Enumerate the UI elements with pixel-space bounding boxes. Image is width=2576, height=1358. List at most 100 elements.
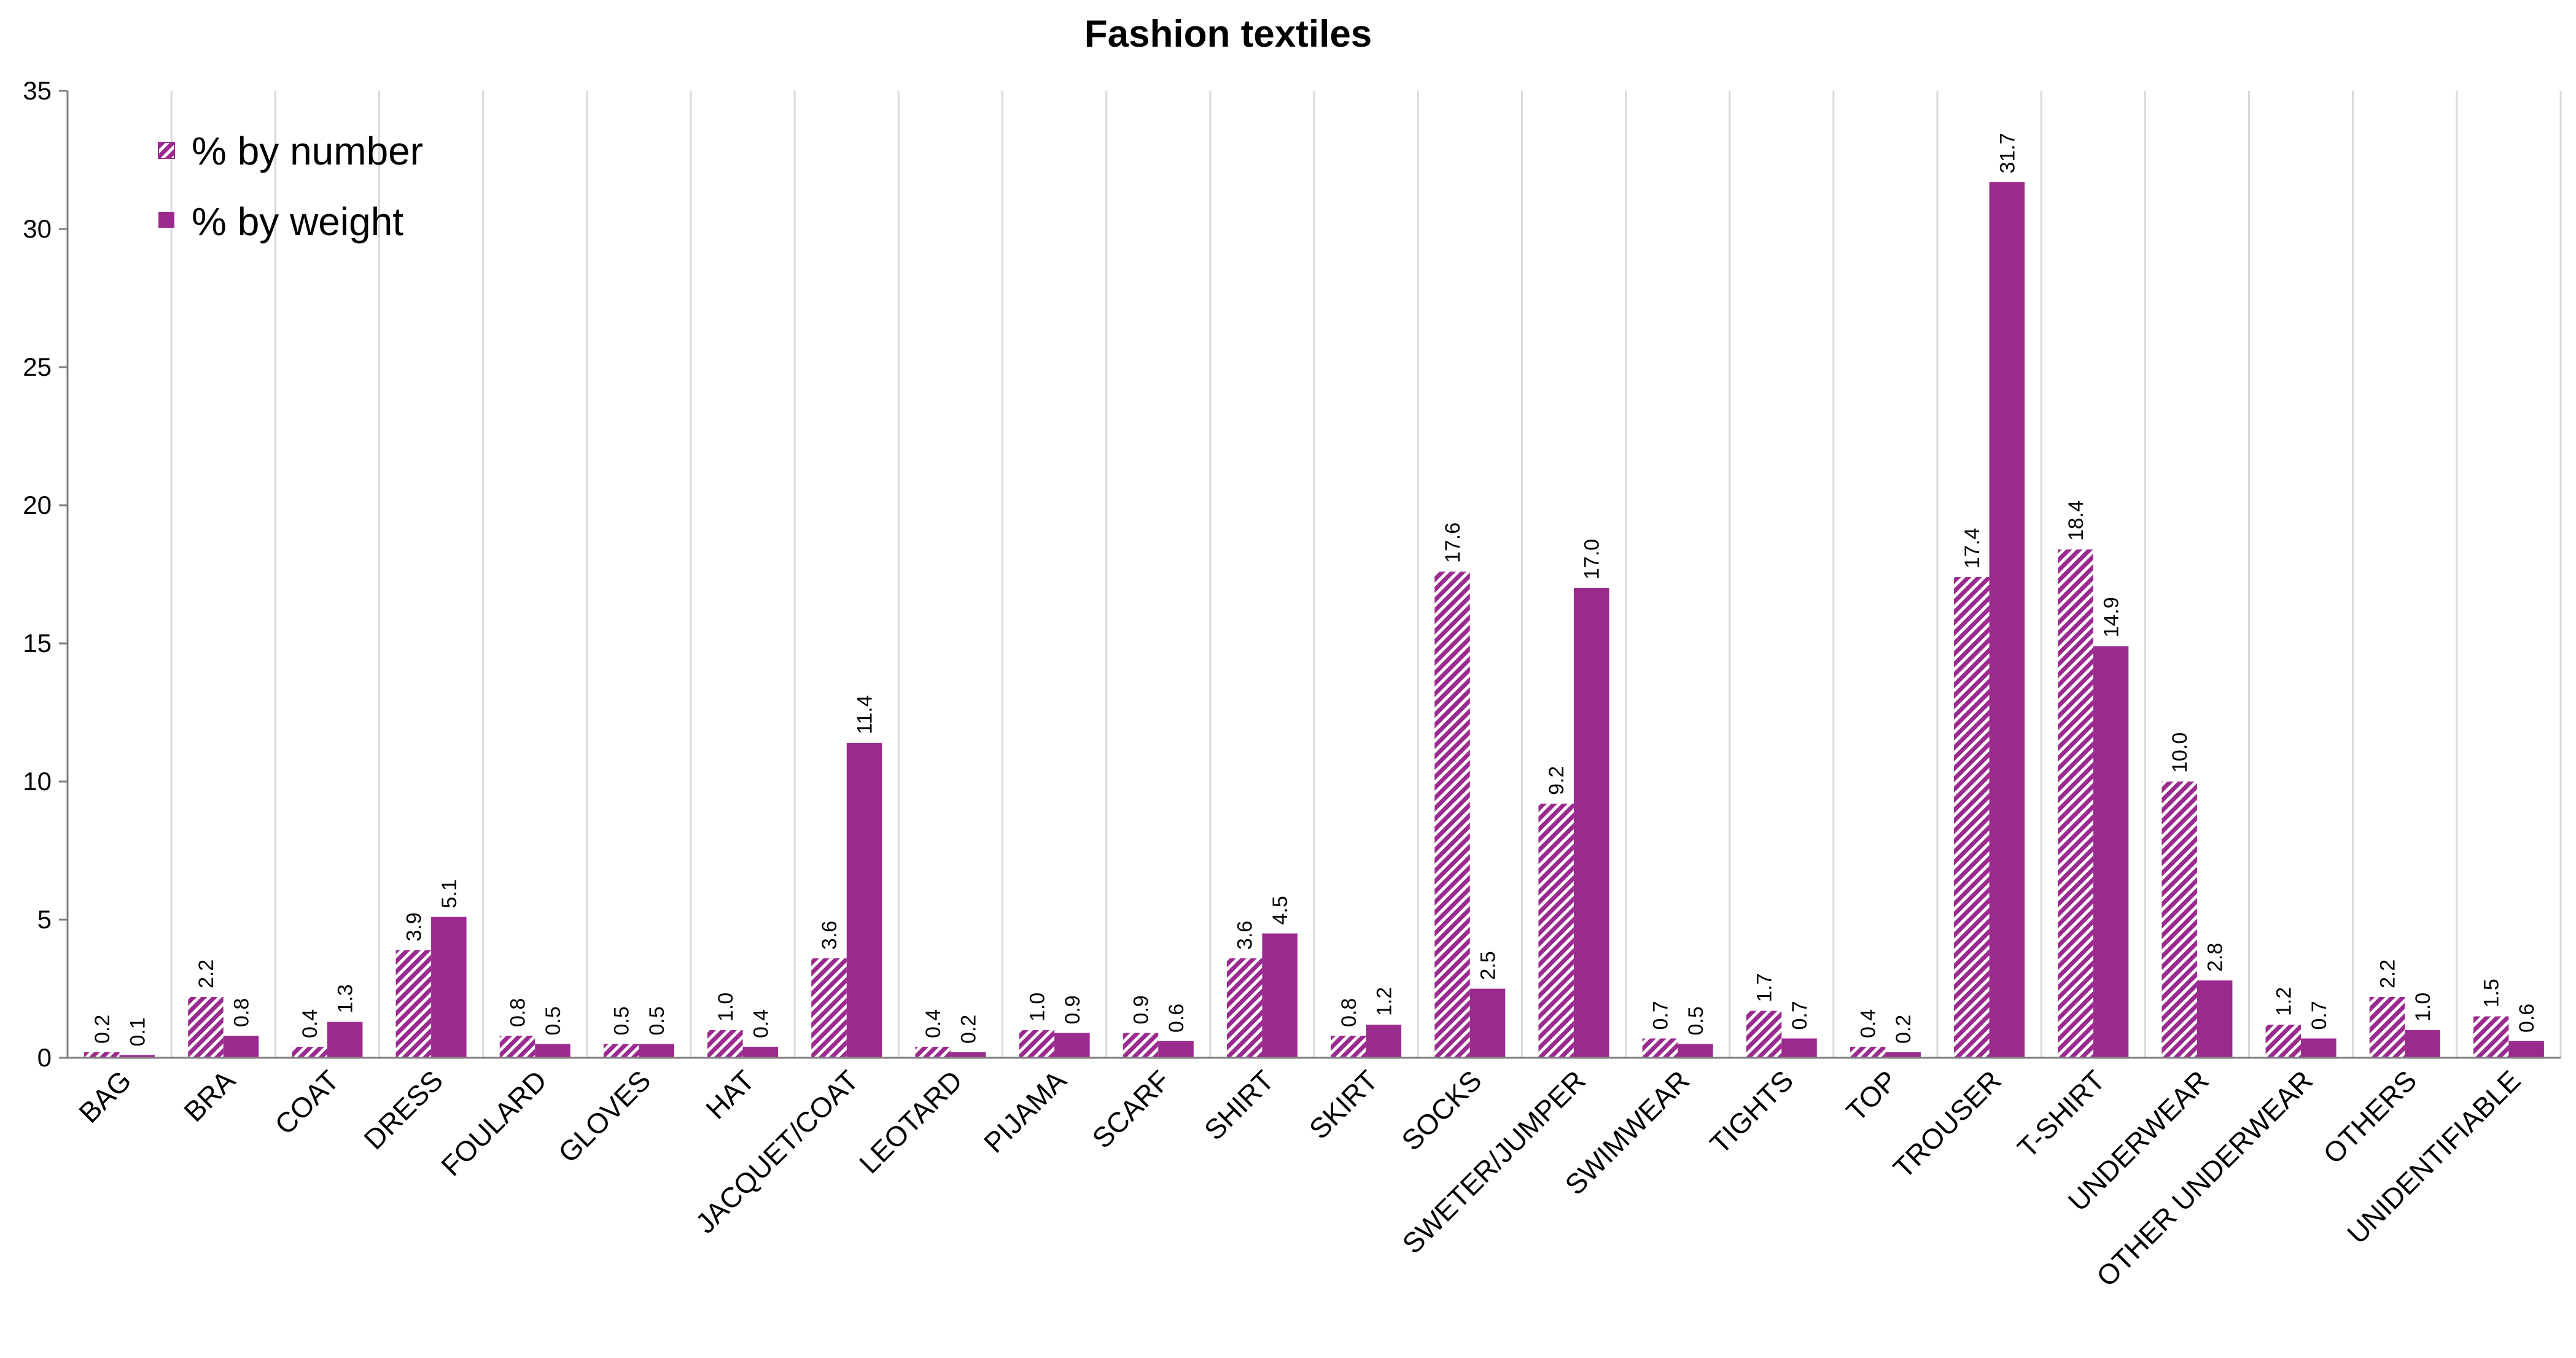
data-label-by-number: 0.9 bbox=[1129, 995, 1153, 1024]
grid-layer bbox=[170, 91, 2562, 1058]
data-label-by-number: 3.6 bbox=[818, 921, 841, 950]
data-label-by-weight: 0.1 bbox=[126, 1017, 149, 1046]
x-tick-label: OTHER UNDERWEAR bbox=[2090, 1064, 2319, 1292]
bar-by-number bbox=[395, 950, 432, 1058]
data-label-by-weight: 0.6 bbox=[2515, 1004, 2539, 1033]
data-label-by-weight: 0.5 bbox=[645, 1006, 669, 1035]
bar-by-weight bbox=[950, 1052, 986, 1058]
y-tick-label: 25 bbox=[23, 352, 52, 381]
data-label-by-number: 0.2 bbox=[91, 1015, 114, 1044]
data-label-by-number: 0.5 bbox=[610, 1006, 634, 1035]
x-tick-label: LEOTARD bbox=[853, 1064, 968, 1179]
bar-by-number bbox=[2265, 1025, 2302, 1058]
axes-layer: 0 5 10 15 20 25 30 35 BAG BRA COAT DRESSFOULARDGLOV… bbox=[23, 76, 2561, 1293]
data-label-by-weight: 2.5 bbox=[1477, 951, 1500, 980]
bar-by-number bbox=[1954, 577, 1990, 1058]
x-tick-label: OTHERS bbox=[2317, 1064, 2422, 1170]
legend-swatch-by-number bbox=[158, 142, 175, 159]
data-label-by-weight: 0.7 bbox=[1788, 1001, 1811, 1030]
x-tick-label: GLOVES bbox=[552, 1064, 657, 1169]
y-tick-label: 0 bbox=[37, 1043, 52, 1072]
bar-by-weight bbox=[2093, 646, 2129, 1058]
bar-by-number bbox=[84, 1052, 120, 1058]
data-label-by-number: 17.6 bbox=[1441, 522, 1465, 563]
data-label-by-number: 2.2 bbox=[2376, 960, 2399, 988]
bar-by-weight bbox=[846, 743, 882, 1058]
bar-by-number bbox=[1123, 1033, 1159, 1058]
x-tick-label: TROUSER bbox=[1887, 1064, 2007, 1184]
x-tick-label: TOP bbox=[1840, 1064, 1903, 1127]
bar-by-number bbox=[1019, 1030, 1055, 1058]
bars-layer bbox=[84, 182, 2544, 1058]
data-label-by-number: 17.4 bbox=[1961, 528, 1984, 568]
bar-by-weight bbox=[1158, 1041, 1194, 1058]
y-tick-label: 20 bbox=[23, 491, 52, 519]
data-label-by-weight: 0.4 bbox=[749, 1009, 772, 1038]
legend-label-by-weight: % by weight bbox=[192, 200, 403, 244]
data-label-by-number: 1.7 bbox=[1753, 973, 1776, 1002]
bar-by-weight bbox=[1678, 1044, 1713, 1058]
x-tick-label: SOCKS bbox=[1395, 1064, 1488, 1157]
data-labels-layer: 0.2 2.2 0.4 3.9 0.8 0.5 1.0 3.6 0.4 1.0 0.9 3.6 0.8 1… bbox=[91, 133, 2539, 1046]
bar-by-number bbox=[915, 1047, 951, 1058]
data-label-by-number: 2.2 bbox=[195, 960, 218, 988]
data-label-by-number: 1.2 bbox=[2272, 987, 2295, 1016]
bar-by-number bbox=[707, 1030, 743, 1058]
bar-by-weight bbox=[1469, 988, 1506, 1058]
bar-by-number bbox=[1642, 1038, 1678, 1058]
y-tick-label: 10 bbox=[23, 767, 52, 796]
bar-by-number bbox=[1226, 958, 1263, 1058]
data-label-by-number: 0.8 bbox=[1337, 998, 1361, 1027]
data-label-by-number: 0.4 bbox=[298, 1009, 322, 1038]
data-label-by-weight: 0.2 bbox=[1892, 1015, 1915, 1044]
data-label-by-number: 18.4 bbox=[2064, 500, 2088, 541]
data-label-by-weight: 0.5 bbox=[542, 1006, 565, 1035]
data-label-by-weight: 0.2 bbox=[957, 1015, 981, 1044]
data-label-by-number: 10.0 bbox=[2168, 732, 2192, 773]
data-label-by-weight: 14.9 bbox=[2100, 597, 2123, 637]
y-tick-label: 30 bbox=[23, 214, 52, 243]
bar-by-weight bbox=[2508, 1041, 2544, 1058]
bar-by-number bbox=[603, 1044, 639, 1058]
data-label-by-number: 1.0 bbox=[1025, 993, 1049, 1022]
data-label-by-weight: 1.2 bbox=[1372, 987, 1396, 1016]
bar-by-weight bbox=[223, 1036, 259, 1058]
data-label-by-number: 0.4 bbox=[1857, 1009, 1880, 1038]
bar-by-weight bbox=[1885, 1052, 1921, 1058]
x-tick-label: HAT bbox=[699, 1064, 760, 1125]
data-label-by-weight: 0.5 bbox=[1684, 1006, 1708, 1035]
data-label-by-number: 3.6 bbox=[1234, 921, 1257, 950]
bar-by-number bbox=[1850, 1047, 1886, 1058]
x-tick-label: UNIDENTIFIABLE bbox=[2341, 1064, 2526, 1249]
data-label-by-weight: 2.8 bbox=[2204, 943, 2227, 972]
chart-title: Fashion textiles bbox=[1084, 13, 1372, 55]
x-tick-label: BRA bbox=[177, 1064, 241, 1128]
x-tick-label: T-SHIRT bbox=[2011, 1064, 2111, 1164]
data-label-by-number: 0.7 bbox=[1649, 1001, 1672, 1030]
data-label-by-weight: 4.5 bbox=[1269, 896, 1292, 925]
data-label-by-weight: 31.7 bbox=[1996, 133, 2019, 173]
data-label-by-weight: 1.3 bbox=[334, 984, 357, 1013]
data-label-by-number: 3.9 bbox=[402, 912, 426, 941]
x-tick-label: SKIRT bbox=[1303, 1064, 1384, 1145]
legend-label-by-number: % by number bbox=[192, 129, 423, 173]
data-label-by-weight: 0.7 bbox=[2308, 1001, 2331, 1030]
data-label-by-number: 9.2 bbox=[1545, 766, 1568, 795]
bar-by-weight bbox=[327, 1022, 363, 1058]
x-tick-label: TIGHTS bbox=[1703, 1064, 1799, 1160]
bar-by-number bbox=[2369, 997, 2405, 1058]
bar-by-weight bbox=[1366, 1025, 1402, 1058]
bar-by-weight bbox=[1262, 933, 1298, 1058]
x-tick-label: SCARF bbox=[1086, 1064, 1176, 1154]
bar-by-weight bbox=[2301, 1038, 2337, 1058]
legend-swatch-by-weight bbox=[158, 212, 174, 228]
data-label-by-weight: 17.0 bbox=[1581, 539, 1604, 580]
x-tick-label: BAG bbox=[72, 1064, 137, 1128]
bar-by-number bbox=[499, 1036, 535, 1058]
data-label-by-weight: 0.6 bbox=[1165, 1004, 1188, 1033]
bar-by-number bbox=[811, 958, 847, 1058]
bar-by-weight bbox=[639, 1044, 674, 1058]
x-tick-label: DRESS bbox=[357, 1064, 449, 1155]
bar-by-weight bbox=[742, 1047, 779, 1058]
bar-by-number bbox=[1746, 1011, 1782, 1058]
